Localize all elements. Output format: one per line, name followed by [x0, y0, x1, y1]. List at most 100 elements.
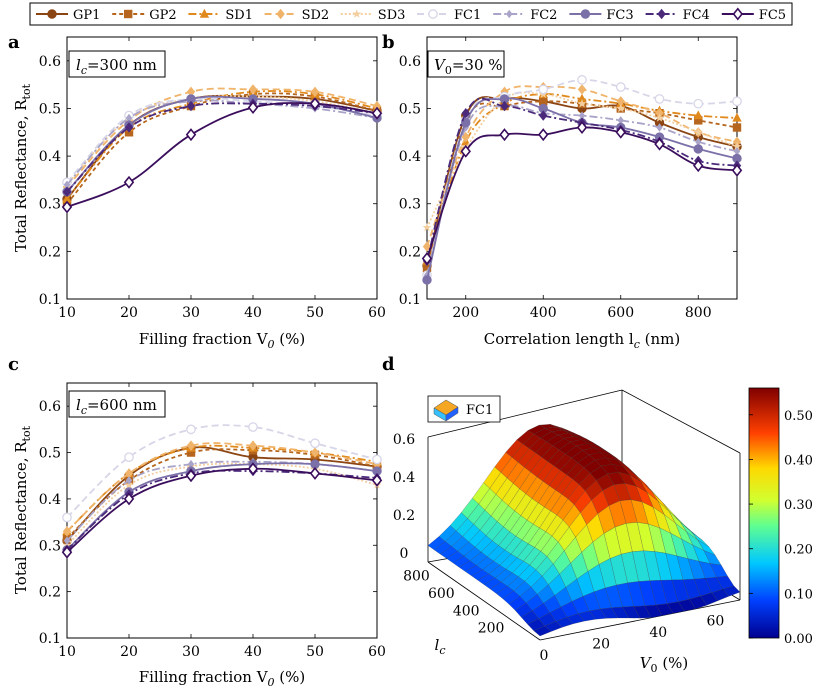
data-point [693, 110, 703, 120]
data-point [538, 128, 549, 142]
panel-label-b: b [382, 32, 395, 53]
colorbar-tick-label: 0.50 [784, 409, 813, 424]
y-tick-label: 0.3 [39, 538, 61, 554]
ann-b-sub: 0 [445, 64, 452, 77]
data-point [461, 108, 470, 119]
legend-entry-fc1: FC1 [417, 8, 481, 23]
y-tick-label: 0.6 [39, 54, 61, 70]
x-tick-label: 800 [685, 305, 712, 321]
data-point [539, 97, 548, 106]
data-point [372, 100, 382, 112]
ann-c-symbol: l [76, 396, 81, 414]
data-point [615, 82, 626, 92]
data-point [309, 97, 321, 111]
y-tick-label: 0.1 [39, 631, 61, 647]
series-fc5 [61, 462, 383, 559]
data-point [461, 118, 471, 128]
surface-x-axis-label: V0 (%) [640, 654, 689, 675]
surface-y-tick-label: 600 [428, 586, 455, 602]
surface-x-tick-label: 0 [540, 648, 549, 664]
ann-b-value: =30 % [452, 56, 503, 74]
y-tick-label: 0.3 [39, 197, 61, 213]
series-line [66, 467, 378, 553]
data-point [577, 93, 587, 103]
annotation-a: lc=300 nm [68, 50, 166, 78]
data-point [422, 263, 432, 273]
data-point [61, 200, 73, 214]
series-line [426, 93, 738, 262]
y-tick-label: 0.5 [399, 101, 421, 117]
annotation-c: lc=600 nm [68, 390, 166, 418]
surface-patch [722, 585, 741, 597]
ann-a-symbol: l [76, 56, 81, 74]
colorbar [748, 387, 780, 639]
x-axis-label-a: Filling fraction V0 (%) [139, 330, 306, 351]
series-line [66, 462, 378, 551]
series-sd3 [62, 459, 382, 550]
data-point [185, 469, 197, 483]
data-point [371, 473, 383, 487]
y-axis-label-c: Total Reflectance, Rtot [12, 425, 33, 594]
x-tick-label: 10 [58, 644, 76, 660]
legend-label: FC1 [454, 8, 481, 23]
colorbar-tick-label: 0.00 [784, 632, 813, 647]
data-point [123, 175, 135, 189]
surface-z-tick-label: 0.2 [393, 508, 415, 524]
data-point [62, 186, 72, 198]
plot-frame-a [66, 36, 378, 300]
series-line [66, 424, 378, 519]
series-gp1 [62, 443, 382, 546]
data-point [615, 125, 626, 139]
data-point [578, 111, 586, 120]
legend-marker [352, 9, 362, 18]
data-point [123, 492, 135, 506]
series-fc5 [421, 121, 743, 265]
data-point [62, 526, 72, 537]
surface-z-tick-label: 0 [400, 546, 409, 562]
y-tick-label: 0.2 [399, 244, 421, 260]
y-tick-label: 0.5 [39, 101, 61, 117]
data-point [247, 101, 259, 114]
colorbar-tick-label: 0.10 [784, 587, 813, 602]
series-line [66, 102, 378, 208]
x-tick-label: 400 [530, 305, 557, 321]
data-point [655, 108, 664, 119]
ann-a-sub: c [81, 64, 87, 77]
legend-marker [199, 8, 210, 18]
data-point [186, 448, 196, 457]
series-line [426, 100, 738, 269]
panel-label-d: d [382, 354, 395, 375]
surface-y-tick-label: 200 [478, 621, 505, 637]
x-tick-label: 10 [58, 305, 76, 321]
series-line [66, 99, 378, 186]
series-line [66, 92, 378, 205]
legend-entry-sd2: SD2 [264, 8, 329, 23]
x-tick-label: 20 [120, 644, 138, 660]
data-point [731, 163, 743, 177]
surface-legend: FC1 [427, 395, 501, 423]
series-line [66, 87, 378, 188]
series-fc1 [62, 422, 382, 523]
data-point [372, 454, 382, 465]
y-axis-label-a: Total Reflectance, Rtot [12, 83, 33, 252]
data-point [186, 100, 196, 112]
data-point [577, 99, 587, 108]
legend-label: FC3 [606, 8, 633, 23]
legend-marker [124, 9, 133, 19]
y-tick-label: 0.2 [39, 244, 61, 260]
x-tick-label: 60 [368, 644, 386, 660]
y-tick-label: 0.6 [399, 54, 421, 70]
chart-panel-a: 10 20 30 40 50 60 0.1 0.2 0.3 0.4 0.5 0.6 lc=300 nm… [12, 36, 386, 351]
series-fc5 [61, 97, 383, 214]
surface-y-tick-label: 400 [453, 603, 480, 619]
colorbar-tick-label: 0.30 [784, 498, 813, 513]
colorbar-tick-label: 0.40 [784, 453, 813, 468]
series-line [66, 462, 378, 546]
data-point [310, 447, 320, 458]
ann-a-value: =300 nm [87, 56, 157, 74]
x-tick-label: 40 [244, 305, 262, 321]
legend-entry-sd3: SD3 [340, 8, 405, 23]
legend-marker [732, 7, 744, 21]
data-point [694, 116, 703, 125]
series-line [66, 97, 378, 183]
